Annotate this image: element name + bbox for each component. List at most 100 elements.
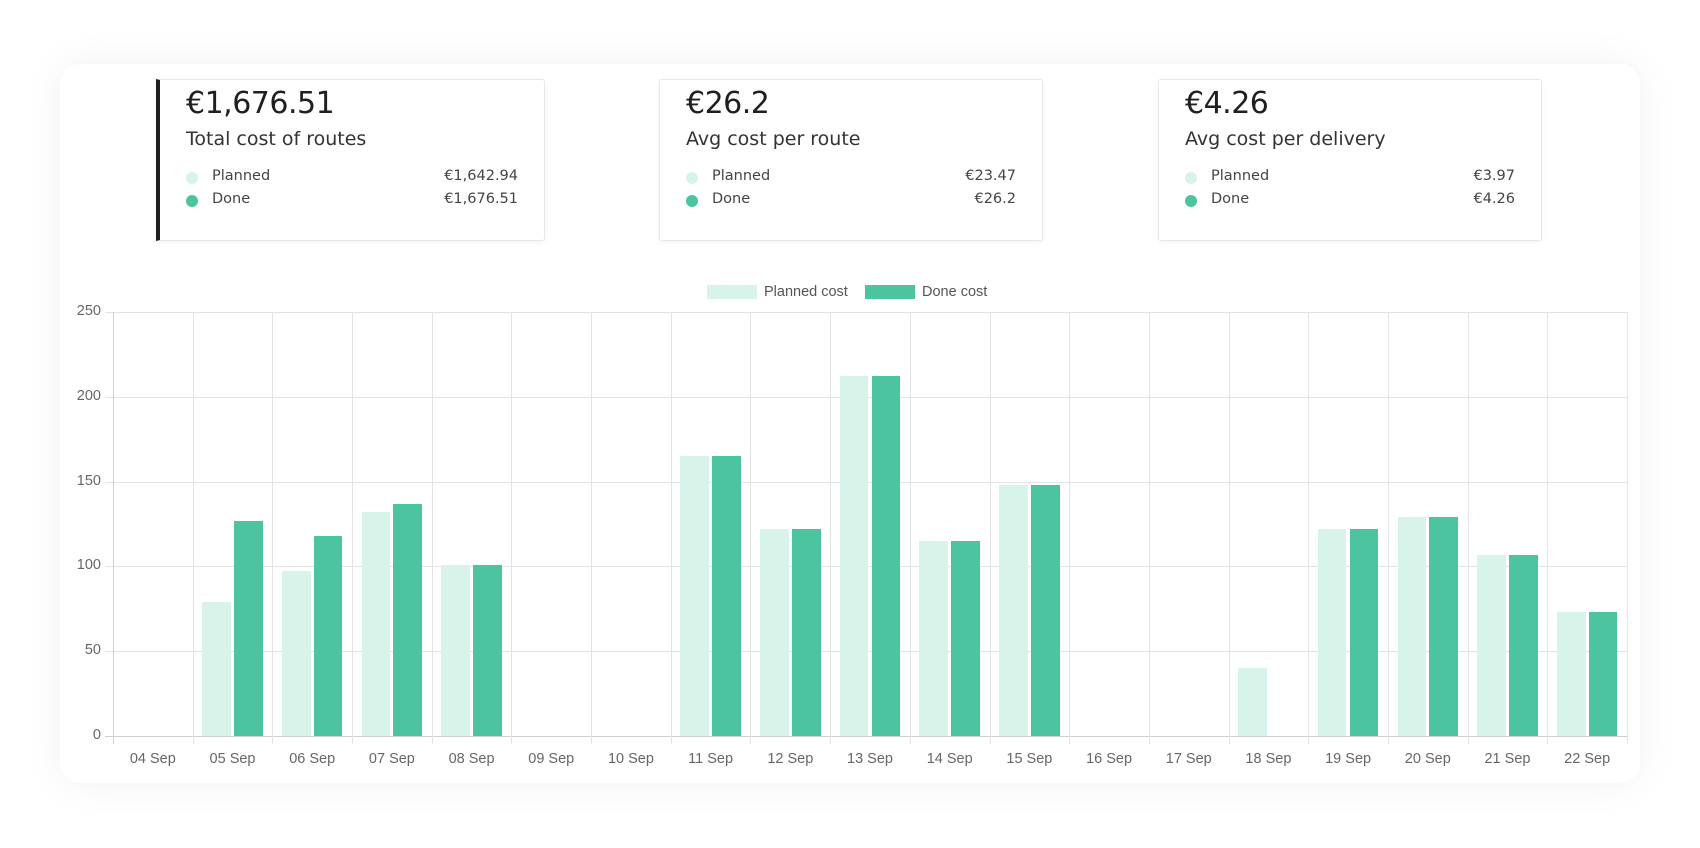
- bar-planned[interactable]: [680, 456, 710, 736]
- x-gridline: [1547, 312, 1549, 744]
- card-row-planned: Planned €3.97: [1185, 168, 1515, 188]
- legend-label-done[interactable]: Done cost: [922, 284, 988, 300]
- x-tick-label: 22 Sep: [1564, 751, 1611, 767]
- legend-swatch-planned[interactable]: [707, 285, 757, 299]
- card-row-planned: Planned €23.47: [686, 168, 1016, 188]
- y-tick-label: 150: [76, 472, 101, 489]
- x-tick-label: 19 Sep: [1325, 751, 1372, 767]
- x-gridline: [1228, 312, 1230, 744]
- card-title: Avg cost per delivery: [1185, 128, 1386, 150]
- legend-swatch-done[interactable]: [865, 285, 915, 299]
- x-tick-label: 10 Sep: [607, 751, 654, 767]
- bar-done[interactable]: [1588, 612, 1618, 736]
- row-value: €26.2: [974, 191, 1016, 207]
- card-title: Avg cost per route: [686, 128, 861, 150]
- planned-dot-icon: [1185, 172, 1197, 184]
- x-tick-label: 11 Sep: [688, 751, 734, 767]
- summary-card[interactable]: €26.2 Avg cost per route Planned €23.47 Done…: [659, 79, 1043, 241]
- bar-planned[interactable]: [999, 484, 1028, 736]
- bar-planned[interactable]: [1477, 554, 1506, 736]
- done-dot-icon: [1185, 195, 1197, 207]
- chart-legend: Planned cost Done cost: [707, 284, 1007, 300]
- card-row-planned: Planned €1,642.94: [186, 168, 518, 188]
- bar-done[interactable]: [871, 376, 901, 736]
- card-row-done: Done €26.2: [686, 191, 1016, 211]
- x-tick-label: 04 Sep: [129, 751, 176, 767]
- bar-done[interactable]: [1349, 529, 1379, 736]
- row-value: €3.97: [1473, 168, 1515, 184]
- x-tick-label: 12 Sep: [767, 751, 814, 767]
- y-tick-label: 0: [92, 727, 101, 743]
- row-value: €23.47: [965, 168, 1016, 184]
- x-gridline: [511, 312, 513, 744]
- done-dot-icon: [686, 195, 698, 207]
- bar-planned[interactable]: [361, 512, 391, 736]
- x-tick-label: 15 Sep: [1006, 751, 1053, 767]
- done-dot-icon: [186, 195, 198, 207]
- x-gridline: [1627, 312, 1628, 744]
- bar-planned[interactable]: [202, 602, 231, 736]
- bar-planned[interactable]: [919, 540, 949, 736]
- y-gridline: [105, 736, 1627, 737]
- x-gridline: [670, 312, 672, 744]
- x-gridline: [192, 312, 194, 744]
- card-row-done: Done €4.26: [1185, 191, 1515, 211]
- x-gridline: [1387, 312, 1389, 744]
- bar-planned[interactable]: [441, 564, 470, 736]
- x-tick-label: 13 Sep: [847, 751, 893, 767]
- bar-done[interactable]: [791, 529, 821, 736]
- x-tick-label: 21 Sep: [1484, 751, 1531, 767]
- y-tick-label: 250: [76, 303, 101, 319]
- x-gridline: [909, 312, 911, 744]
- bar-planned[interactable]: [1238, 668, 1267, 736]
- x-gridline: [1308, 312, 1310, 744]
- row-label: Done: [1211, 191, 1250, 207]
- card-value: €26.2: [686, 86, 770, 121]
- x-tick-label: 07 Sep: [368, 751, 415, 767]
- bar-planned[interactable]: [1317, 529, 1347, 736]
- x-tick-label: 20 Sep: [1404, 751, 1451, 767]
- x-gridline: [113, 312, 114, 744]
- bar-done[interactable]: [1509, 554, 1538, 736]
- planned-dot-icon: [686, 172, 698, 184]
- bar-planned[interactable]: [281, 571, 311, 736]
- row-value: €4.26: [1473, 191, 1515, 207]
- x-tick-label: 09 Sep: [528, 751, 575, 767]
- row-value: €1,642.94: [444, 168, 518, 184]
- card-value: €1,676.51: [186, 86, 335, 121]
- bar-planned[interactable]: [760, 529, 789, 736]
- bar-done[interactable]: [951, 540, 980, 736]
- x-gridline: [1467, 312, 1469, 744]
- row-label: Planned: [212, 168, 271, 184]
- bar-done[interactable]: [712, 456, 741, 736]
- row-label: Planned: [712, 168, 771, 184]
- x-tick-label: 06 Sep: [289, 751, 336, 767]
- bar-done[interactable]: [1030, 484, 1060, 736]
- bar-done[interactable]: [234, 520, 263, 736]
- row-label: Done: [212, 191, 251, 207]
- bar-done[interactable]: [473, 564, 502, 736]
- x-tick-label: 14 Sep: [926, 751, 973, 767]
- bar-planned[interactable]: [1556, 612, 1586, 736]
- card-value: €4.26: [1185, 86, 1269, 121]
- x-tick-label: 18 Sep: [1245, 751, 1292, 767]
- x-tick-label: 16 Sep: [1086, 751, 1133, 767]
- bar-done[interactable]: [313, 535, 343, 736]
- x-gridline: [352, 312, 354, 744]
- x-gridline: [989, 312, 991, 744]
- bar-done[interactable]: [393, 503, 423, 736]
- x-gridline: [1148, 312, 1150, 744]
- y-tick-label: 50: [84, 642, 101, 659]
- x-gridline: [431, 312, 433, 744]
- bar-done[interactable]: [1429, 517, 1459, 736]
- card-title: Total cost of routes: [186, 128, 367, 150]
- x-tick-label: 05 Sep: [209, 751, 256, 767]
- x-gridline: [1069, 312, 1071, 744]
- bar-planned[interactable]: [1397, 517, 1427, 736]
- summary-card[interactable]: €1,676.51 Total cost of routes Planned €1,6…: [156, 79, 545, 241]
- x-tick-label: 08 Sep: [448, 751, 495, 767]
- bar-planned[interactable]: [839, 376, 869, 736]
- legend-label-planned[interactable]: Planned cost: [764, 284, 848, 300]
- summary-card[interactable]: €4.26 Avg cost per delivery Planned €3.97 Do…: [1158, 79, 1542, 241]
- x-gridline: [830, 312, 832, 744]
